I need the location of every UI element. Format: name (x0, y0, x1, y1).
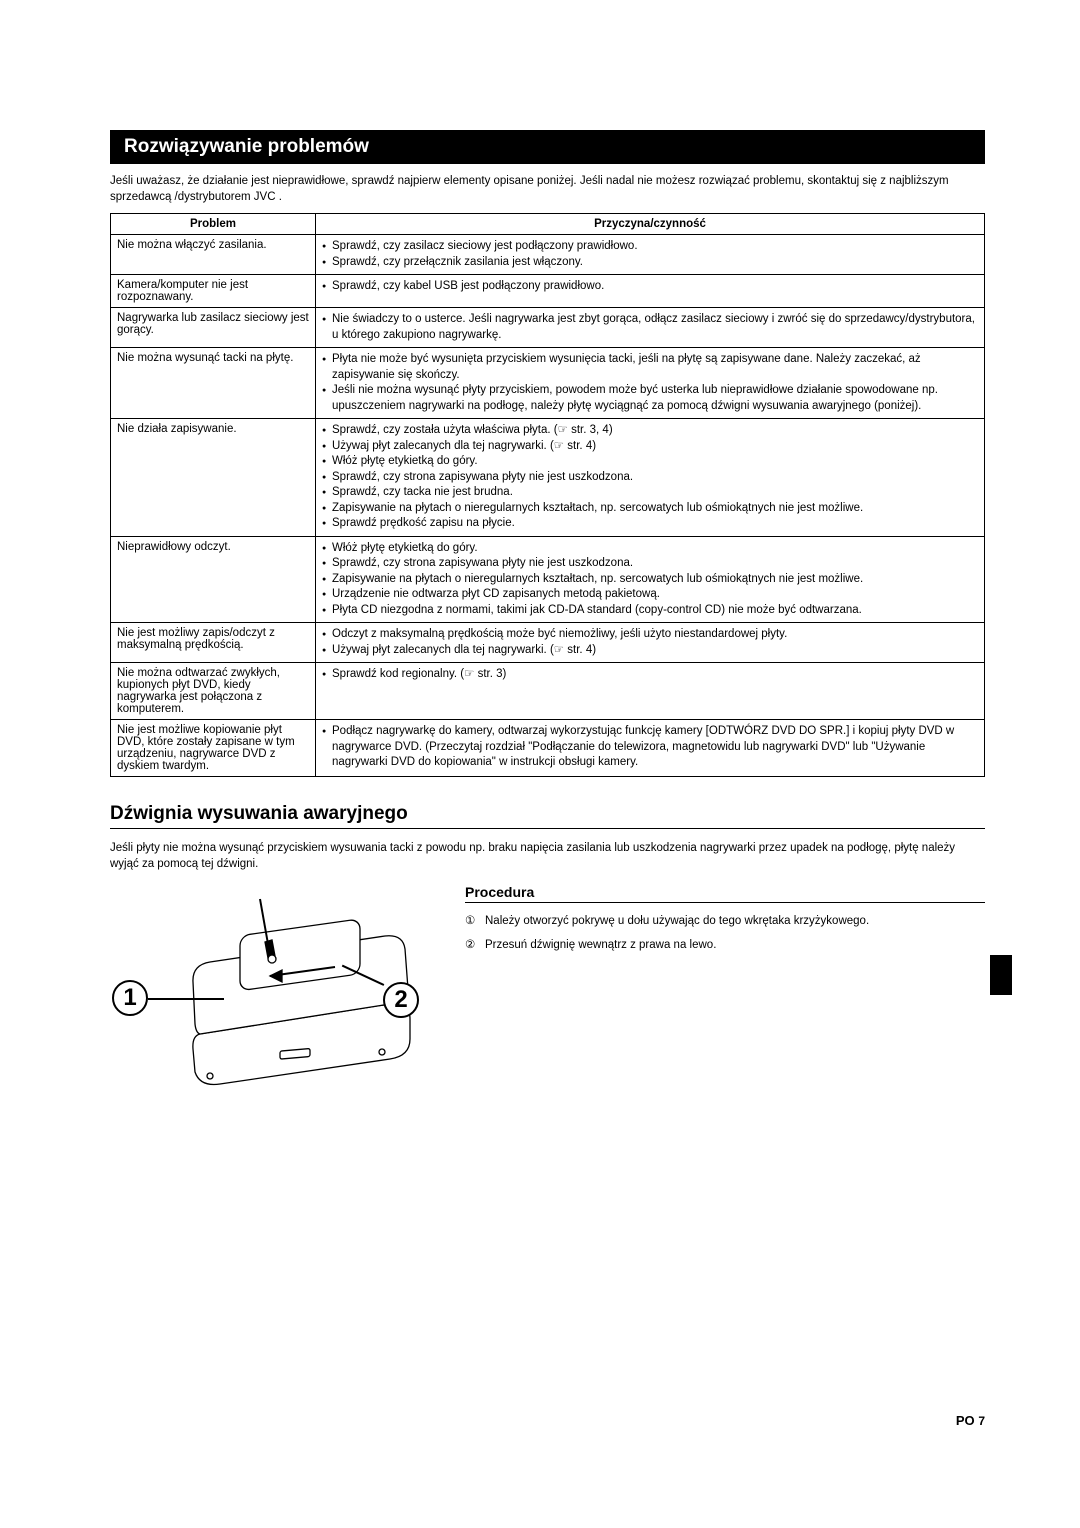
page-footer: PO 7 (956, 1413, 985, 1428)
cause-cell: Sprawdź, czy zasilacz sieciowy jest podł… (316, 235, 985, 275)
cause-item: Jeśli nie można wysunąć płyty przyciskie… (322, 383, 978, 414)
cause-cell: Sprawdź, czy kabel USB jest podłączony p… (316, 275, 985, 308)
section2-title: Dźwignia wysuwania awaryjnego (110, 803, 985, 829)
cause-cell: Sprawdź kod regionalny. (☞ str. 3) (316, 663, 985, 720)
table-row: Nieprawidłowy odczyt.Włóż płytę etykietk… (111, 536, 985, 623)
cause-item: Sprawdź kod regionalny. (☞ str. 3) (322, 667, 978, 683)
problem-cell: Nieprawidłowy odczyt. (111, 536, 316, 623)
cause-item: Włóż płytę etykietką do góry. (322, 541, 978, 557)
intro-text: Jeśli uważasz, że działanie jest niepraw… (110, 174, 985, 205)
step-number: ② (465, 937, 479, 954)
cause-item: Płyta nie może być wysunięta przyciskiem… (322, 352, 978, 383)
cause-cell: Podłącz nagrywarkę do kamery, odtwarzaj … (316, 720, 985, 777)
troubleshooting-table: Problem Przyczyna/czynność Nie można włą… (110, 213, 985, 777)
cause-item: Sprawdź, czy tacka nie jest brudna. (322, 485, 978, 501)
cause-cell: Nie świadczy to o usterce. Jeśli nagrywa… (316, 308, 985, 348)
cause-item: Włóż płytę etykietką do góry. (322, 454, 978, 470)
section2-intro: Jeśli płyty nie można wysunąć przyciskie… (110, 841, 985, 872)
col-header-cause: Przyczyna/czynność (316, 214, 985, 235)
col-header-problem: Problem (111, 214, 316, 235)
cause-item: Zapisywanie na płytach o nieregularnych … (322, 501, 978, 517)
table-row: Nie można włączyć zasilania. Sprawdź, czy… (111, 235, 985, 275)
lead-line-1 (148, 998, 224, 1000)
cause-item: Płyta CD niezgodna z normami, takimi jak… (322, 603, 978, 619)
cause-item: Nie świadczy to o usterce. Jeśli nagrywa… (322, 312, 978, 343)
side-tab-marker (990, 955, 1012, 995)
cause-item: Sprawdź, czy przełącznik zasilania jest … (322, 255, 978, 271)
cause-cell: Włóż płytę etykietką do góry.Sprawdź, cz… (316, 536, 985, 623)
table-row: Nie można odtwarzać zwykłych, kupionych … (111, 663, 985, 720)
procedure-step: ① Należy otworzyć pokrywę u dołu używając… (465, 913, 985, 930)
cause-item: Sprawdź, czy strona zapisywana płyty nie… (322, 556, 978, 572)
step-text: Przesuń dźwignię wewnątrz z prawa na lew… (485, 937, 716, 954)
table-row: Nie jest możliwe kopiowanie płyt DVD, kt… (111, 720, 985, 777)
footer-lang: PO (956, 1413, 975, 1428)
cause-item: Podłącz nagrywarkę do kamery, odtwarzaj … (322, 724, 978, 771)
cause-item: Używaj płyt zalecanych dla tej nagrywark… (322, 643, 978, 659)
cause-item: Sprawdź, czy została użyta właściwa płyt… (322, 423, 978, 439)
table-row: Kamera/komputer nie jest rozpoznawany. Sp… (111, 275, 985, 308)
cause-cell: Sprawdź, czy została użyta właściwa płyt… (316, 419, 985, 537)
step-number: ① (465, 913, 479, 930)
table-row: Nie jest możliwy zapis/odczyt z maksymal… (111, 623, 985, 663)
cause-item: Sprawdź prędkość zapisu na płycie. (322, 516, 978, 532)
cause-item: Sprawdź, czy zasilacz sieciowy jest podł… (322, 239, 978, 255)
step-text: Należy otworzyć pokrywę u dołu używając … (485, 913, 869, 930)
cause-item: Odczyt z maksymalną prędkością może być … (322, 627, 978, 643)
device-illustration: 1 2 (110, 884, 445, 1094)
problem-cell: Nie działa zapisywanie. (111, 419, 316, 537)
problem-cell: Nie można odtwarzać zwykłych, kupionych … (111, 663, 316, 720)
problem-cell: Nie można wysunąć tacki na płytę. (111, 348, 316, 419)
problem-cell: Nie jest możliwy zapis/odczyt z maksymal… (111, 623, 316, 663)
problem-cell: Nagrywarka lub zasilacz sieciowy jest go… (111, 308, 316, 348)
problem-cell: Nie jest możliwe kopiowanie płyt DVD, kt… (111, 720, 316, 777)
cause-item: Urządzenie nie odtwarza płyt CD zapisany… (322, 587, 978, 603)
cause-cell: Odczyt z maksymalną prędkością może być … (316, 623, 985, 663)
problem-cell: Nie można włączyć zasilania. (111, 235, 316, 275)
procedure-step: ② Przesuń dźwignię wewnątrz z prawa na le… (465, 937, 985, 954)
section-title-banner: Rozwiązywanie problemów (110, 130, 985, 164)
procedure-heading: Procedura (465, 884, 985, 903)
cause-item: Sprawdź, czy strona zapisywana płyty nie… (322, 470, 978, 486)
procedure-steps: ① Należy otworzyć pokrywę u dołu używając… (465, 913, 985, 954)
table-row: Nie działa zapisywanie. Sprawdź, czy zost… (111, 419, 985, 537)
table-row: Nagrywarka lub zasilacz sieciowy jest go… (111, 308, 985, 348)
cause-item: Zapisywanie na płytach o nieregularnych … (322, 572, 978, 588)
table-row: Nie można wysunąć tacki na płytę.Płyta n… (111, 348, 985, 419)
cause-item: Używaj płyt zalecanych dla tej nagrywark… (322, 439, 978, 455)
footer-page-num: 7 (978, 1414, 985, 1428)
problem-cell: Kamera/komputer nie jest rozpoznawany. (111, 275, 316, 308)
cause-cell: Płyta nie może być wysunięta przyciskiem… (316, 348, 985, 419)
cause-item: Sprawdź, czy kabel USB jest podłączony p… (322, 279, 978, 295)
